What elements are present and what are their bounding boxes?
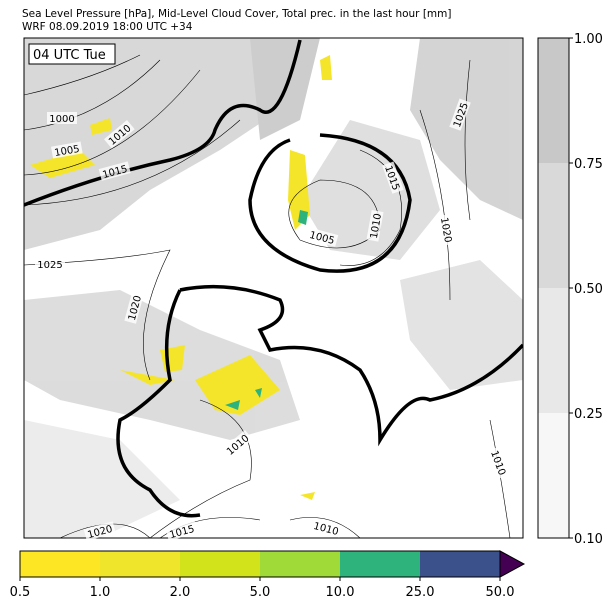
colorbar-segment [420,551,500,577]
contour-label: 1000 [49,114,74,125]
colorbar-tick-label: 1.00 [574,32,603,47]
contour-label: 1010 [369,213,384,240]
colorbar-tick-label: 0.10 [574,532,603,547]
colorbar-segment [538,163,569,288]
colorbar-segment [260,551,340,577]
map-title: Sea Level Pressure [hPa], Mid-Level Clou… [22,8,452,20]
contour-label-bg [51,141,83,159]
contour-label-bg [382,161,404,194]
colorbar-segment [538,38,569,163]
contour-label-bg [488,446,510,479]
colorbar-tick-label: 0.5 [10,585,31,600]
colorbar-tick-label: 0.25 [574,407,603,422]
contour-label-bg [98,161,131,181]
contour-label: 1020 [438,217,453,244]
contour-label-bg [310,518,343,538]
contour-label-bg [47,112,77,124]
colorbar-segment [538,288,569,413]
contour-label-bg [165,521,198,541]
contour-label-bg [83,521,116,541]
time-label: 04 UTC Tue [33,48,106,63]
contour-label-bg [366,210,384,242]
colorbar-tick-label: 2.0 [170,585,191,600]
contour-label: 1025 [37,260,62,271]
colorbar-tick-label: 5.0 [250,585,271,600]
contour-label-bg [438,214,456,246]
contour-label-bg [104,119,135,149]
contour-label: 1005 [54,144,81,159]
colorbar-tick-label: 1.0 [90,585,111,600]
colorbar-tick-label: 0.75 [574,157,603,172]
contour-label-bg [222,429,253,459]
map-subtitle: WRF 08.09.2019 18:00 UTC +34 [22,21,193,33]
contour-label-bg [124,291,144,324]
colorbar-tick-label: 25.0 [406,585,435,600]
colorbar-segment [340,551,420,577]
map-area [24,38,523,538]
colorbar-tick-label: 50.0 [486,585,515,600]
colorbar-tick-label: 10.0 [326,585,355,600]
colorbar-segment [100,551,180,577]
colorbar-segment [538,413,569,538]
colorbar-segment [180,551,260,577]
colorbar-segment [20,551,100,577]
colorbar-tick-label: 0.50 [574,282,603,297]
colorbar-extension [499,550,526,578]
contour-label-bg [306,227,339,247]
contour-label-bg [35,258,65,270]
contour-label-bg [449,98,471,131]
